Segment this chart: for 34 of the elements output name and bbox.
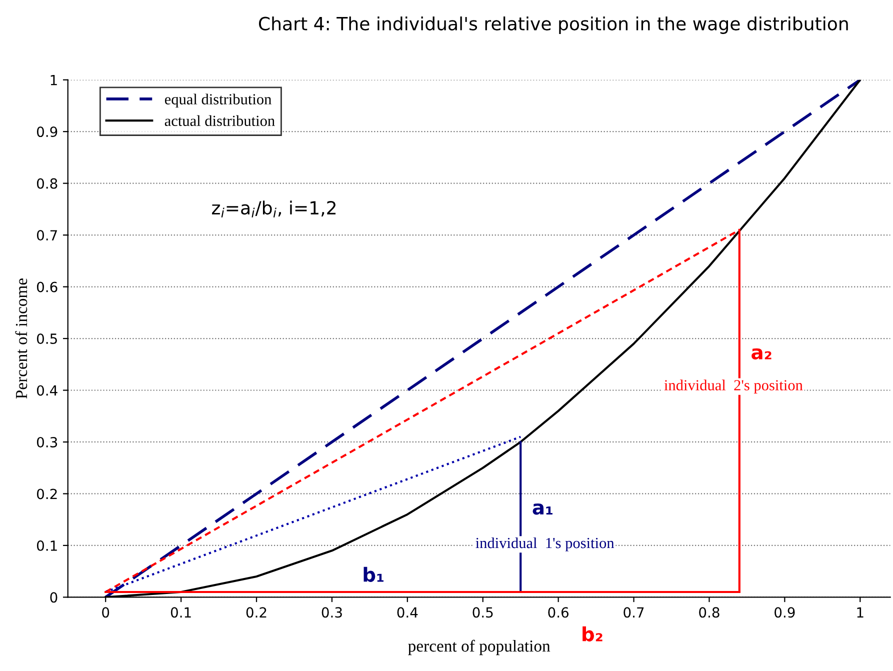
annotation: a₂ [752, 348, 772, 360]
text: b₂ [582, 626, 602, 642]
x-tick-label: 1 [857, 607, 864, 618]
x-tick-label: 0.1 [170, 607, 191, 618]
annotation: a₁ [532, 504, 552, 515]
legend-label: equal distribution [164, 94, 272, 108]
x-tick-label: 0.7 [624, 607, 644, 618]
y-tick-label: 0.9 [36, 126, 58, 138]
x-tick-label: 0.9 [774, 607, 795, 618]
y-tick-label: 0.7 [36, 230, 57, 241]
y-axis-title: Percent of income [15, 278, 28, 399]
y-tick-label: 0.6 [36, 282, 58, 292]
y-tick-label: 0.2 [36, 488, 57, 500]
x-tick-label: 0.4 [397, 607, 418, 618]
y-tick-label: 0.4 [36, 385, 58, 396]
y-tick-label: 0.1 [36, 540, 57, 551]
y-tick-label: 0.3 [36, 436, 58, 448]
annotation: individual 1's position [476, 537, 614, 552]
x-tick-label: 0.3 [322, 607, 342, 618]
chart-title: Chart 4: The individual's relative position in the wage distribution [258, 16, 848, 34]
x-tick-label: 0.2 [246, 607, 266, 618]
annotation: individual 2's position [664, 380, 803, 394]
y-tick-label: 0.5 [36, 333, 57, 344]
x-tick-label: 0.6 [548, 607, 568, 618]
x-axis-title: percent of population [408, 640, 550, 656]
legend-label: actual distribution [164, 115, 275, 126]
annotation: z$_{i}$=a$_{i}$/b$_{i}$, i=1,2 [212, 200, 336, 218]
annotation: b₁ [364, 566, 384, 582]
y-tick-label: 1 [50, 75, 57, 86]
x-tick-label: 0 [102, 607, 110, 618]
y-tick-label: 0.8 [36, 178, 58, 189]
y-tick-label: 0 [50, 592, 58, 603]
x-tick-label: 0.8 [699, 607, 720, 618]
x-tick-label: 0.5 [472, 607, 493, 618]
